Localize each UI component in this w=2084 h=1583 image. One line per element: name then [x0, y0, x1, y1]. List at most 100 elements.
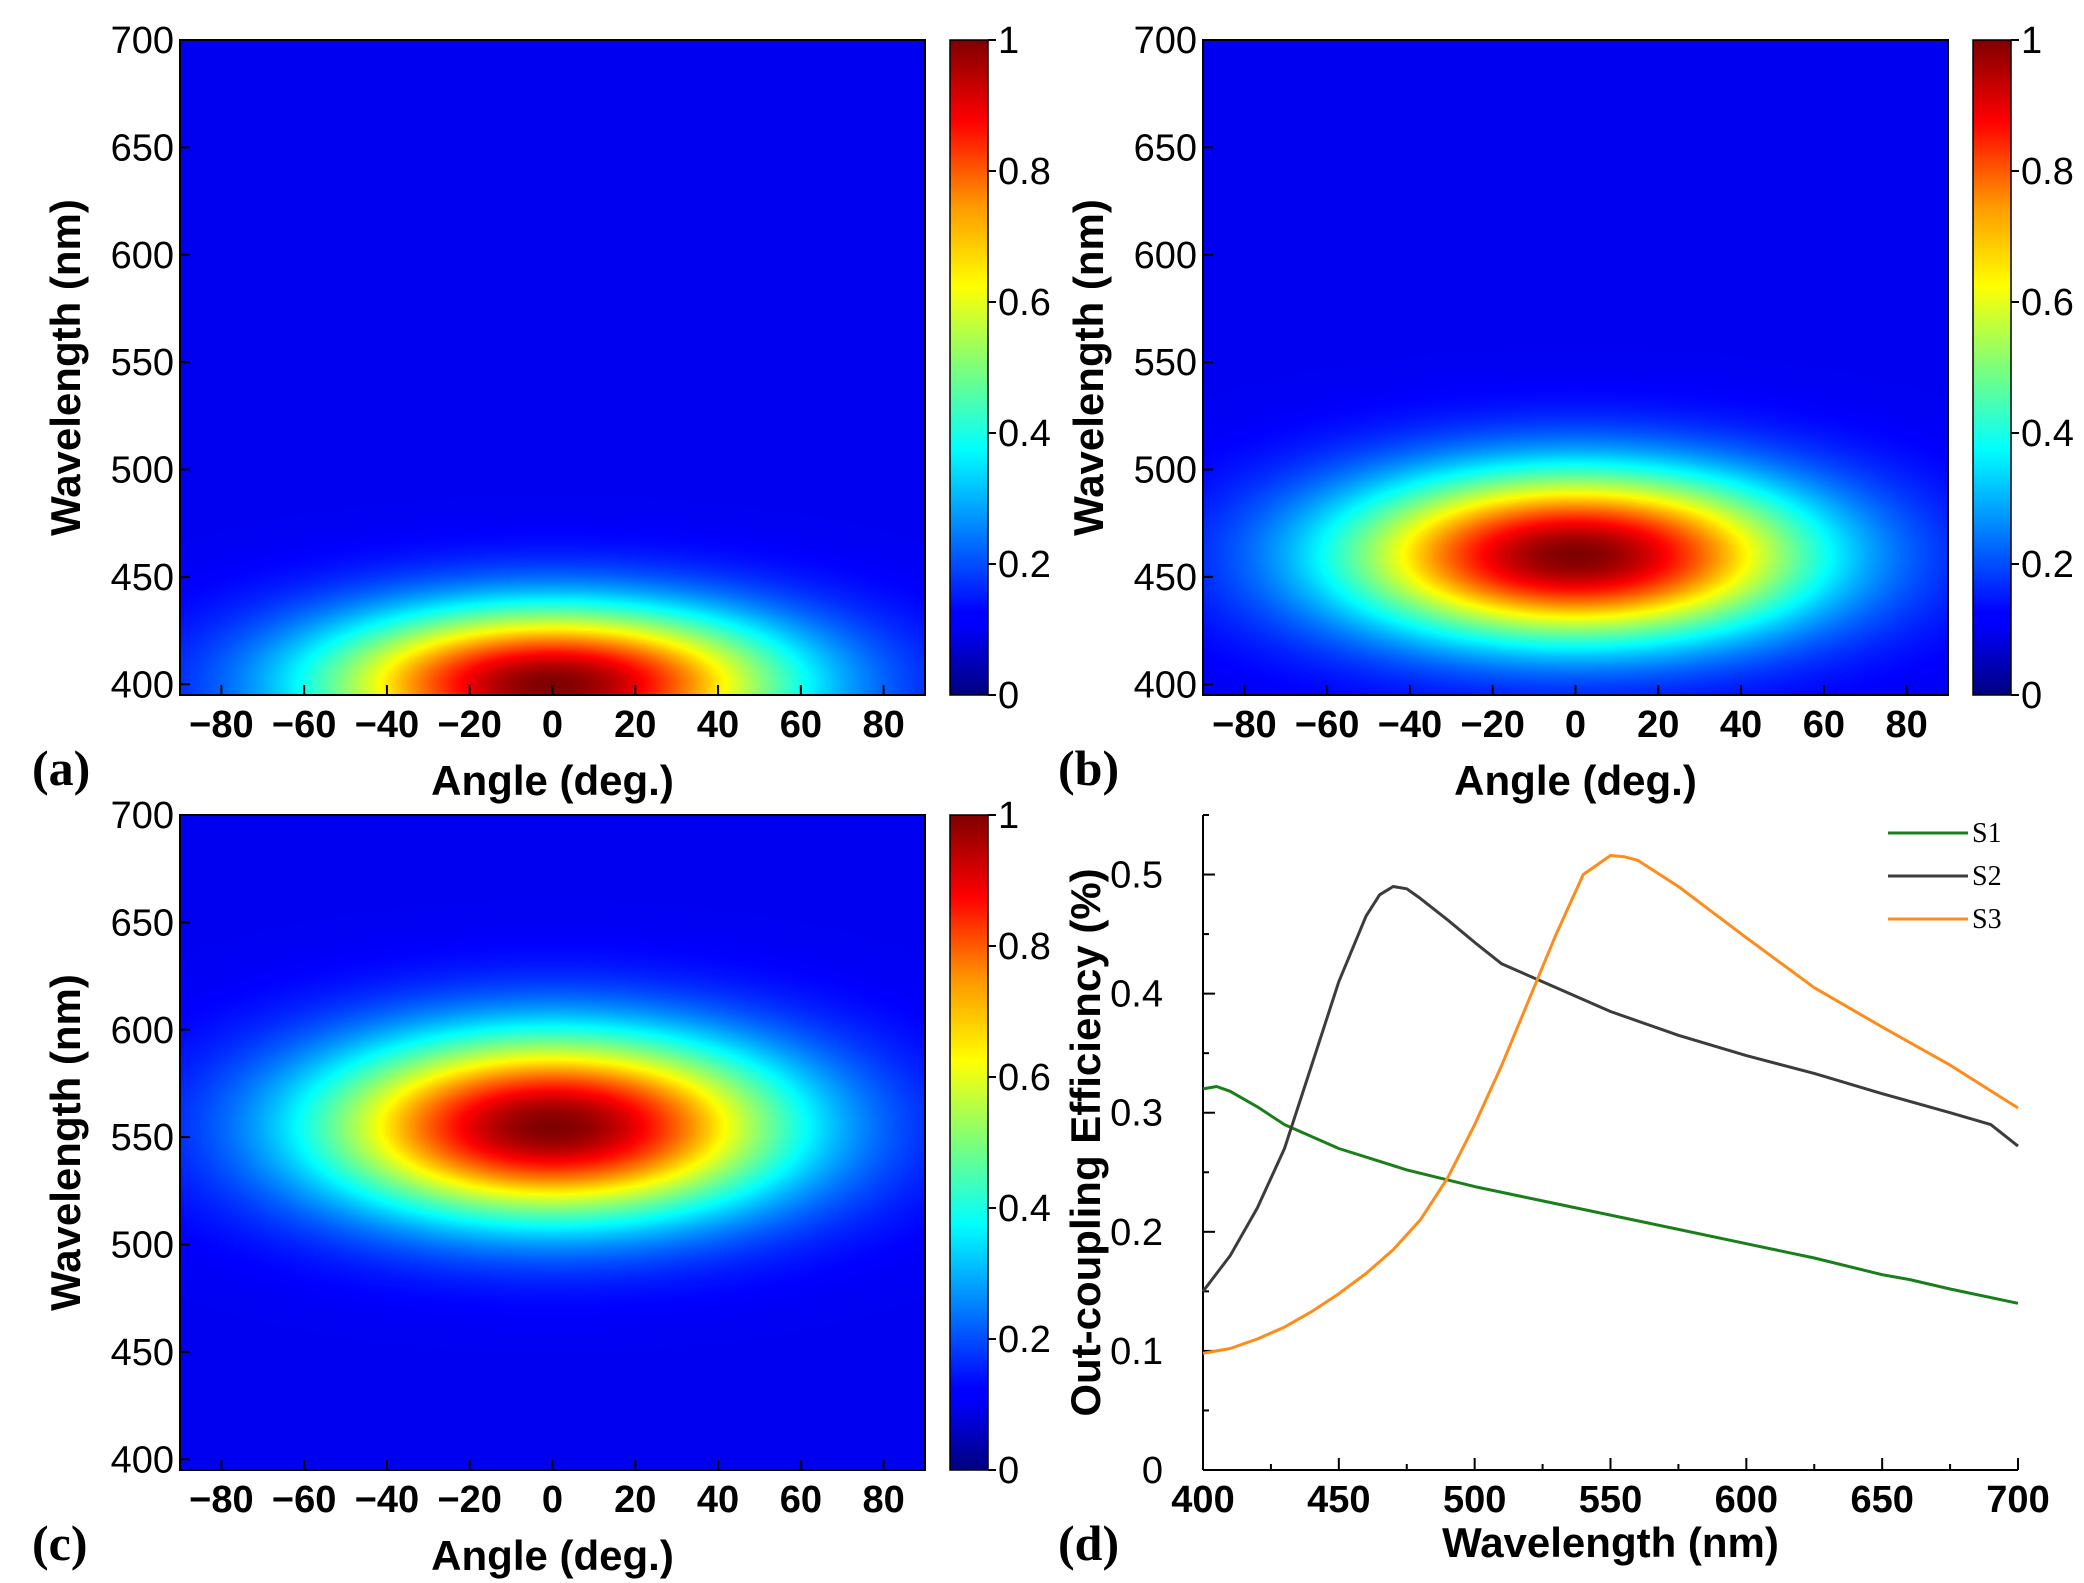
y-tick-label: 700: [111, 20, 174, 62]
colorbar-tick-label: 0.6: [998, 282, 1051, 324]
x-tick-label: −40: [355, 1479, 419, 1521]
x-tick-label: 0: [1565, 704, 1586, 746]
x-tick-label: 650: [1850, 1479, 1913, 1521]
y-tick-label: 0.1: [1110, 1331, 1163, 1373]
panel-label: (c): [32, 1515, 88, 1571]
y-tick-label: 550: [1134, 342, 1197, 384]
y-tick-label: 0: [1142, 1450, 1163, 1492]
y-tick-label: 700: [111, 795, 174, 837]
series-line-S2: [1201, 885, 2019, 1293]
x-tick-label: −40: [355, 704, 419, 746]
x-tick-label: 0: [542, 704, 563, 746]
colorbar-tick-label: 0.4: [998, 1188, 1051, 1230]
x-tick-label: 80: [862, 1479, 904, 1521]
colorbar: [949, 39, 989, 696]
y-tick-label: 500: [111, 1225, 174, 1267]
colorbar-tick-label: 0.6: [998, 1057, 1051, 1099]
colorbar-tick-label: 0.8: [998, 926, 1051, 968]
x-tick-label: −60: [272, 1479, 336, 1521]
y-tick-label: 0.3: [1110, 1093, 1163, 1135]
legend-label-S2: S2: [1972, 861, 2002, 892]
x-axis-label: Angle (deg.): [1454, 757, 1697, 804]
legend: S1 S2 S3: [1888, 818, 2002, 935]
y-tick-label: 600: [1134, 235, 1197, 277]
x-tick-label: 40: [1720, 704, 1762, 746]
x-tick-label: 20: [1637, 704, 1679, 746]
x-tick-label: −20: [1460, 704, 1524, 746]
y-tick-label: 600: [111, 235, 174, 277]
y-tick-label: 450: [111, 1332, 174, 1374]
colorbar-tick-label: 0.4: [2021, 413, 2074, 455]
y-tick-label: 500: [111, 450, 174, 492]
colorbar: [1972, 39, 2012, 696]
colorbar-tick-label: 0.2: [998, 1319, 1051, 1361]
x-tick-label: −80: [189, 704, 253, 746]
x-tick-label: −80: [1212, 704, 1276, 746]
x-tick-label: −20: [437, 704, 501, 746]
panel-c-heatmap: −80 −60 −40 −20 0 20 40 60 80 700 650 600 550 500 450 4…: [32, 795, 1051, 1579]
y-tick-label: 400: [111, 664, 174, 706]
y-axis-label: Wavelength (nm): [1065, 199, 1112, 536]
colorbar-tick-label: 1: [998, 795, 1019, 837]
y-axis-label: Wavelength (nm): [42, 974, 89, 1311]
series-group: [1201, 854, 2019, 1355]
x-tick-label: 500: [1443, 1479, 1506, 1521]
x-tick-label: 550: [1579, 1479, 1642, 1521]
y-axis-label: Out-coupling Efficiency (%): [1062, 868, 1109, 1416]
y-tick-label: 400: [111, 1439, 174, 1481]
x-tick-label: 0: [542, 1479, 563, 1521]
x-tick-label: −60: [272, 704, 336, 746]
y-tick-label: 0.2: [1110, 1212, 1163, 1254]
colorbar: [949, 814, 989, 1471]
panel-d-line-chart: 400 450 500 550 600 650 700 0.5 0.4 0.3 0.2 0.1 0 Wav…: [1058, 814, 2050, 1571]
x-tick-label: 80: [1885, 704, 1927, 746]
x-axis-label: Angle (deg.): [431, 1532, 674, 1579]
y-tick-label: 650: [1134, 127, 1197, 169]
y-tick-label: 600: [111, 1010, 174, 1052]
panel-label: (d): [1058, 1515, 1119, 1571]
legend-label-S1: S1: [1972, 818, 2002, 849]
y-tick-label: 700: [1134, 20, 1197, 62]
x-tick-label: 60: [780, 704, 822, 746]
panel-label: (b): [1058, 740, 1119, 796]
panel-a-heatmap: −80 −60 −40 −20 0 20 40 60 80 700 650 600 550 500 450 4…: [32, 20, 1051, 804]
legend-label-S3: S3: [1972, 904, 2002, 935]
x-tick-label: 450: [1307, 1479, 1370, 1521]
x-tick-label: 20: [614, 1479, 656, 1521]
panel-b-heatmap: −80 −60 −40 −20 0 20 40 60 80 700 650 600 550 500 450 4…: [1058, 20, 2074, 804]
x-tick-label: 700: [1986, 1479, 2049, 1521]
colorbar-tick-label: 1: [998, 20, 1019, 62]
y-tick-label: 650: [111, 902, 174, 944]
y-tick-label: 500: [1134, 450, 1197, 492]
x-tick-label: −40: [1378, 704, 1442, 746]
x-axis-label: Angle (deg.): [431, 757, 674, 804]
colorbar-tick-label: 1: [2021, 20, 2042, 62]
panel-label: (a): [32, 740, 90, 796]
colorbar-tick-label: 0.2: [2021, 544, 2074, 586]
colorbar-tick-label: 0: [2021, 675, 2042, 717]
y-tick-label: 650: [111, 127, 174, 169]
colorbar-tick-label: 0.8: [998, 151, 1051, 193]
colorbar-tick-label: 0.2: [998, 544, 1051, 586]
colorbar-tick-label: 0.6: [2021, 282, 2074, 324]
y-tick-label: 450: [1134, 557, 1197, 599]
x-tick-label: 60: [780, 1479, 822, 1521]
y-tick-label: 0.4: [1110, 974, 1163, 1016]
series-line-S1: [1202, 1085, 2019, 1305]
x-tick-label: −80: [189, 1479, 253, 1521]
x-tick-label: 40: [697, 1479, 739, 1521]
x-tick-label: −60: [1295, 704, 1359, 746]
y-axis-label: Wavelength (nm): [42, 199, 89, 536]
y-tick-label: 400: [1134, 664, 1197, 706]
colorbar-tick-label: 0.8: [2021, 151, 2074, 193]
colorbar-tick-label: 0: [998, 675, 1019, 717]
x-tick-label: 60: [1803, 704, 1845, 746]
panel-a-heatmap-image: [180, 40, 925, 695]
x-tick-label: 40: [697, 704, 739, 746]
y-tick-label: 550: [111, 1117, 174, 1159]
x-tick-label: 80: [862, 704, 904, 746]
series-line-S3: [1202, 854, 2019, 1355]
colorbar-tick-label: 0: [998, 1450, 1019, 1492]
x-axis-label: Wavelength (nm): [1442, 1519, 1779, 1566]
